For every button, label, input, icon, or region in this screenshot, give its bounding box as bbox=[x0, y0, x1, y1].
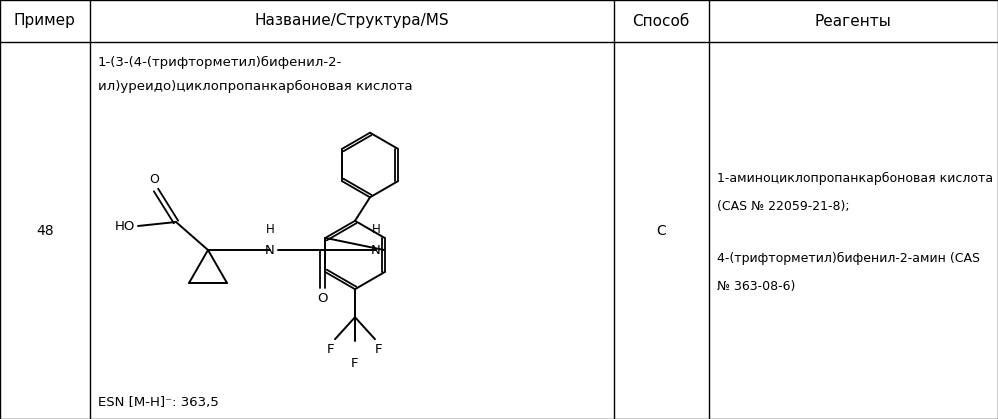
Text: 1-аминоциклопропанкарбоновая кислота: 1-аминоциклопропанкарбоновая кислота bbox=[717, 172, 993, 185]
Text: 4-(трифторметил)бифенил-2-амин (CAS: 4-(трифторметил)бифенил-2-амин (CAS bbox=[717, 252, 980, 265]
Text: ESN [M-H]⁻: 363,5: ESN [M-H]⁻: 363,5 bbox=[98, 396, 219, 409]
Text: N: N bbox=[371, 243, 381, 256]
Text: Способ: Способ bbox=[633, 13, 690, 28]
Text: H: H bbox=[265, 223, 274, 236]
Text: O: O bbox=[317, 292, 328, 305]
Text: O: O bbox=[149, 173, 159, 186]
Text: 1-(3-(4-(трифторметил)бифенил-2-: 1-(3-(4-(трифторметил)бифенил-2- bbox=[98, 56, 342, 69]
Text: F: F bbox=[375, 343, 383, 356]
Text: C: C bbox=[657, 223, 666, 238]
Text: H: H bbox=[371, 223, 380, 236]
Text: Название/Структура/MS: Название/Структура/MS bbox=[254, 13, 449, 28]
Text: F: F bbox=[351, 357, 358, 370]
Text: ил)уреидо)циклопропанкарбоновая кислота: ил)уреидо)циклопропанкарбоновая кислота bbox=[98, 80, 412, 93]
Text: Пример: Пример bbox=[14, 13, 76, 28]
Text: HO: HO bbox=[115, 220, 135, 233]
Text: 48: 48 bbox=[36, 223, 54, 238]
Text: (CAS № 22059-21-8);: (CAS № 22059-21-8); bbox=[717, 200, 849, 213]
Text: F: F bbox=[327, 343, 334, 356]
Text: Реагенты: Реагенты bbox=[815, 13, 891, 28]
Text: N: N bbox=[265, 243, 274, 256]
Text: № 363-08-6): № 363-08-6) bbox=[717, 280, 795, 293]
